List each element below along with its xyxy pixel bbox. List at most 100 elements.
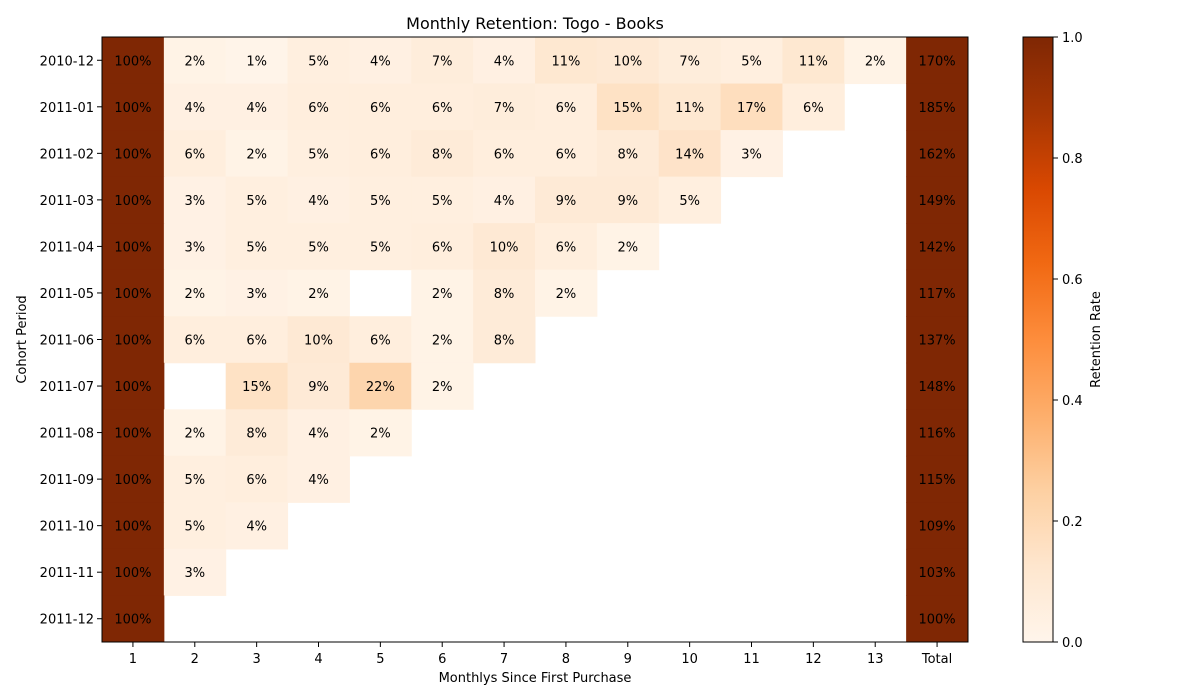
cell-value-label: 4%: [308, 473, 329, 488]
heatmap-cell: [906, 223, 969, 271]
heatmap-cell: [102, 130, 165, 178]
y-tick-label: 2011-09: [40, 473, 94, 488]
cell-value-label: 10%: [304, 334, 333, 349]
heatmap-cell: [287, 362, 350, 410]
y-tick-label: 2011-04: [40, 240, 94, 255]
heatmap-cell: [596, 37, 660, 85]
heatmap-cell: [349, 130, 412, 178]
cell-value-label: 100%: [114, 54, 151, 69]
cell-value-label: 9%: [308, 380, 329, 395]
heatmap-cell: [782, 37, 845, 85]
cell-value-label: 142%: [918, 240, 955, 255]
cell-value-label: 8%: [494, 287, 515, 302]
heatmap-cell: [225, 269, 289, 317]
y-tick-label: 2011-07: [40, 380, 94, 395]
cell-value-label: 6%: [556, 240, 577, 255]
cell-value-label: 149%: [918, 194, 955, 209]
cell-value-label: 100%: [114, 520, 151, 535]
cell-value-label: 185%: [918, 101, 955, 116]
heatmap-cell: [163, 409, 227, 457]
heatmap-cell: [102, 455, 165, 503]
heatmap-cell: [349, 362, 412, 410]
cell-value-label: 5%: [246, 240, 267, 255]
heatmap-cell: [102, 176, 165, 224]
cell-value-label: 6%: [370, 334, 391, 349]
heatmap-cell: [720, 83, 783, 131]
heatmap-cell: [225, 130, 289, 178]
heatmap-cell: [163, 176, 227, 224]
heatmap-cell: [163, 37, 227, 85]
cell-value-label: 6%: [432, 240, 453, 255]
cell-value-label: 15%: [242, 380, 271, 395]
cell-value-label: 2%: [432, 334, 453, 349]
heatmap-cell: [102, 362, 165, 410]
heatmap-cell: [535, 83, 598, 131]
heatmap-cell: [287, 176, 350, 224]
heatmap-cells: [102, 37, 969, 643]
cell-value-label: 4%: [184, 101, 205, 116]
cell-value-label: 100%: [114, 334, 151, 349]
heatmap-cell: [535, 176, 598, 224]
heatmap-cell: [906, 37, 969, 85]
heatmap-cell: [287, 223, 350, 271]
y-tick-label: 2011-02: [40, 147, 94, 162]
cell-value-label: 100%: [114, 613, 151, 628]
heatmap-cell: [225, 83, 289, 131]
cell-value-label: 3%: [184, 194, 205, 209]
heatmap-cell: [906, 83, 969, 131]
x-axis-ticks: 1 2 3 4 5 6 7 8 9 10 11 12 13 Total: [129, 642, 952, 667]
heatmap-cell: [906, 502, 969, 550]
heatmap-cell: [225, 455, 289, 503]
cell-value-label: 3%: [741, 147, 762, 162]
x-tick-label: 12: [805, 652, 822, 667]
heatmap-cell: [906, 409, 969, 457]
y-tick-label: 2011-06: [40, 334, 94, 349]
cell-value-label: 2%: [370, 427, 391, 442]
cell-value-label: 15%: [613, 101, 642, 116]
cell-value-label: 5%: [370, 240, 391, 255]
cell-value-label: 100%: [918, 613, 955, 628]
heatmap-cell: [906, 362, 969, 410]
heatmap-cell: [287, 409, 350, 457]
heatmap-cell: [596, 223, 660, 271]
heatmap-cell: [349, 316, 412, 364]
cell-value-label: 100%: [114, 101, 151, 116]
heatmap-cell: [658, 130, 722, 178]
cell-value-label: 6%: [370, 147, 391, 162]
heatmap-cell: [225, 502, 289, 550]
heatmap-cell: [349, 223, 412, 271]
cell-value-label: 5%: [184, 473, 205, 488]
cell-value-label: 4%: [308, 194, 329, 209]
cell-value-label: 14%: [675, 147, 704, 162]
cell-value-label: 6%: [246, 473, 267, 488]
colorbar-tick-label: 0.8: [1062, 152, 1083, 167]
x-tick-label: 10: [681, 652, 698, 667]
cell-value-label: 6%: [556, 147, 577, 162]
colorbar-tick-label: 0.6: [1062, 273, 1083, 288]
x-tick-label: Total: [921, 652, 952, 667]
cell-value-label: 115%: [918, 473, 955, 488]
cell-value-label: 162%: [918, 147, 955, 162]
cell-value-label: 11%: [799, 54, 828, 69]
x-tick-label: 5: [376, 652, 384, 667]
cell-value-label: 4%: [246, 520, 267, 535]
heatmap-cell: [906, 176, 969, 224]
cell-value-label: 2%: [432, 380, 453, 395]
cell-value-label: 8%: [494, 334, 515, 349]
heatmap-cell: [287, 316, 350, 364]
x-tick-label: 7: [500, 652, 508, 667]
cell-value-label: 6%: [370, 101, 391, 116]
heatmap-cell: [535, 269, 598, 317]
y-tick-label: 2011-03: [40, 194, 94, 209]
colorbar-ticks: 0.0 0.2 0.4 0.6 0.8 1.0: [1053, 31, 1083, 651]
heatmap-cell: [225, 316, 289, 364]
heatmap-cell: [163, 83, 227, 131]
x-tick-label: 6: [438, 652, 446, 667]
heatmap-cell: [163, 269, 227, 317]
cell-value-label: 4%: [494, 54, 515, 69]
cell-value-label: 10%: [490, 240, 519, 255]
cell-value-label: 2%: [432, 287, 453, 302]
heatmap-cell: [225, 362, 289, 410]
heatmap-cell: [411, 83, 474, 131]
heatmap-cell: [720, 130, 783, 178]
